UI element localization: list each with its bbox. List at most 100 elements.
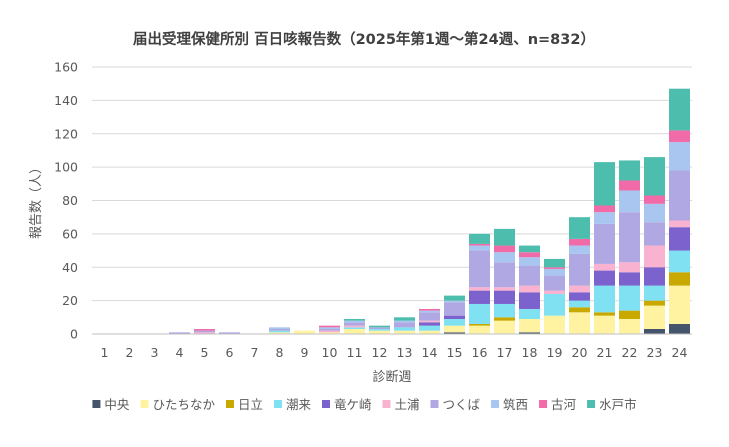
bar-segment (444, 302, 465, 316)
y-tick-label: 40 (62, 260, 78, 275)
legend-swatch (539, 400, 548, 408)
bar-segment (669, 88, 690, 131)
bar-segment (669, 220, 690, 228)
legend-swatch (273, 400, 282, 408)
bar-segment (319, 325, 340, 328)
y-tick-label: 120 (54, 126, 78, 141)
bar-segment (644, 195, 665, 204)
bar-segment (669, 142, 690, 171)
x-tick-label: 17 (497, 345, 513, 360)
bar-segment (619, 160, 640, 181)
bar-segment (644, 267, 665, 286)
bar-segment (494, 262, 515, 288)
bar-segment (569, 285, 590, 293)
legend-item: 水戸市 (587, 397, 637, 412)
x-tick-label: 16 (472, 345, 488, 360)
bar-segment (669, 227, 690, 251)
bar-segment (594, 212, 615, 224)
bar-segment (519, 332, 540, 334)
chart-title: 届出受理保健所別 百日咳報告数（2025年第1週〜第24週、n=832） (133, 30, 595, 48)
bar-segment (419, 325, 440, 331)
bars (169, 88, 690, 334)
legend-label: 水戸市 (599, 397, 637, 412)
bar-segment (469, 287, 490, 291)
bar-segment (444, 318, 465, 326)
x-tick-label: 20 (572, 345, 588, 360)
bar-segment (294, 330, 315, 334)
legend: 中央 ひたちなか 日立 潮来 竜ケ崎 土浦 つくば 筑西 古河 水戸市 (92, 397, 637, 412)
bar-segment (469, 290, 490, 304)
legend-label: 古河 (551, 397, 577, 412)
x-axis-label: 診断週 (372, 369, 411, 385)
legend-item: 潮来 (273, 397, 312, 412)
bar-segment (494, 245, 515, 253)
bar-segment (544, 258, 565, 268)
bar-segment (644, 203, 665, 223)
bar-segment (569, 292, 590, 301)
bar-segment (619, 262, 640, 273)
bar-segment (319, 332, 340, 334)
x-tick-label: 10 (322, 345, 338, 360)
bar-segment (594, 285, 615, 313)
bar-segment (544, 290, 565, 294)
bar-segment (669, 250, 690, 273)
bar-segment (444, 315, 465, 319)
bar-segment (369, 327, 390, 329)
bar-segment (544, 275, 565, 291)
bar-segment (344, 328, 365, 334)
bar-segment (419, 330, 440, 334)
bar-segment (169, 332, 190, 334)
bar-segment (594, 263, 615, 271)
bar-segment (494, 303, 515, 318)
bar-segment (269, 328, 290, 331)
bar-segment (319, 328, 340, 331)
bar-segment (669, 323, 690, 334)
bar-segment (569, 253, 590, 286)
x-tick-label: 9 (301, 345, 309, 360)
bar-segment (394, 330, 415, 334)
y-axis-ticks: 0 20 40 60 80 100 120 140 160 (54, 60, 78, 342)
bar-segment (519, 308, 540, 319)
legend-item: 筑西 (491, 397, 528, 412)
bar-segment (344, 327, 365, 329)
bar-segment (644, 245, 665, 268)
bar-segment (469, 323, 490, 326)
bar-segment (419, 308, 440, 311)
bar-segment (444, 300, 465, 303)
legend-swatch (382, 400, 391, 408)
bar-segment (194, 330, 215, 333)
bar-segment (194, 332, 215, 334)
bar-segment (344, 322, 365, 326)
bar-segment (594, 162, 615, 206)
bar-segment (369, 325, 390, 328)
x-tick-label: 22 (622, 345, 638, 360)
x-tick-label: 24 (672, 345, 688, 360)
bar-segment (544, 267, 565, 269)
bar-segment (469, 245, 490, 251)
bar-segment (444, 295, 465, 301)
bar-segment (544, 293, 565, 316)
legend-swatch (587, 400, 596, 408)
legend-item: ひたちなか (140, 397, 215, 412)
bar-segment (494, 290, 515, 304)
bar-segment (669, 272, 690, 286)
bar-segment (344, 320, 365, 323)
bar-segment (569, 307, 590, 313)
bar-segment (319, 327, 340, 329)
x-tick-label: 5 (201, 345, 209, 360)
bar-segment (469, 250, 490, 288)
bar-segment (494, 317, 515, 321)
y-axis-label: 報告数（人） (29, 161, 44, 239)
x-tick-label: 2 (126, 345, 134, 360)
x-tick-label: 18 (522, 345, 538, 360)
legend-label: 潮来 (286, 397, 312, 412)
bar-segment (644, 157, 665, 196)
bar-segment (594, 270, 615, 286)
grid-lines (92, 66, 692, 302)
bar-segment (619, 190, 640, 213)
legend-swatch (430, 400, 439, 408)
legend-label: 中央 (104, 397, 130, 412)
bar-segment (544, 268, 565, 276)
bar-segment (494, 287, 515, 291)
